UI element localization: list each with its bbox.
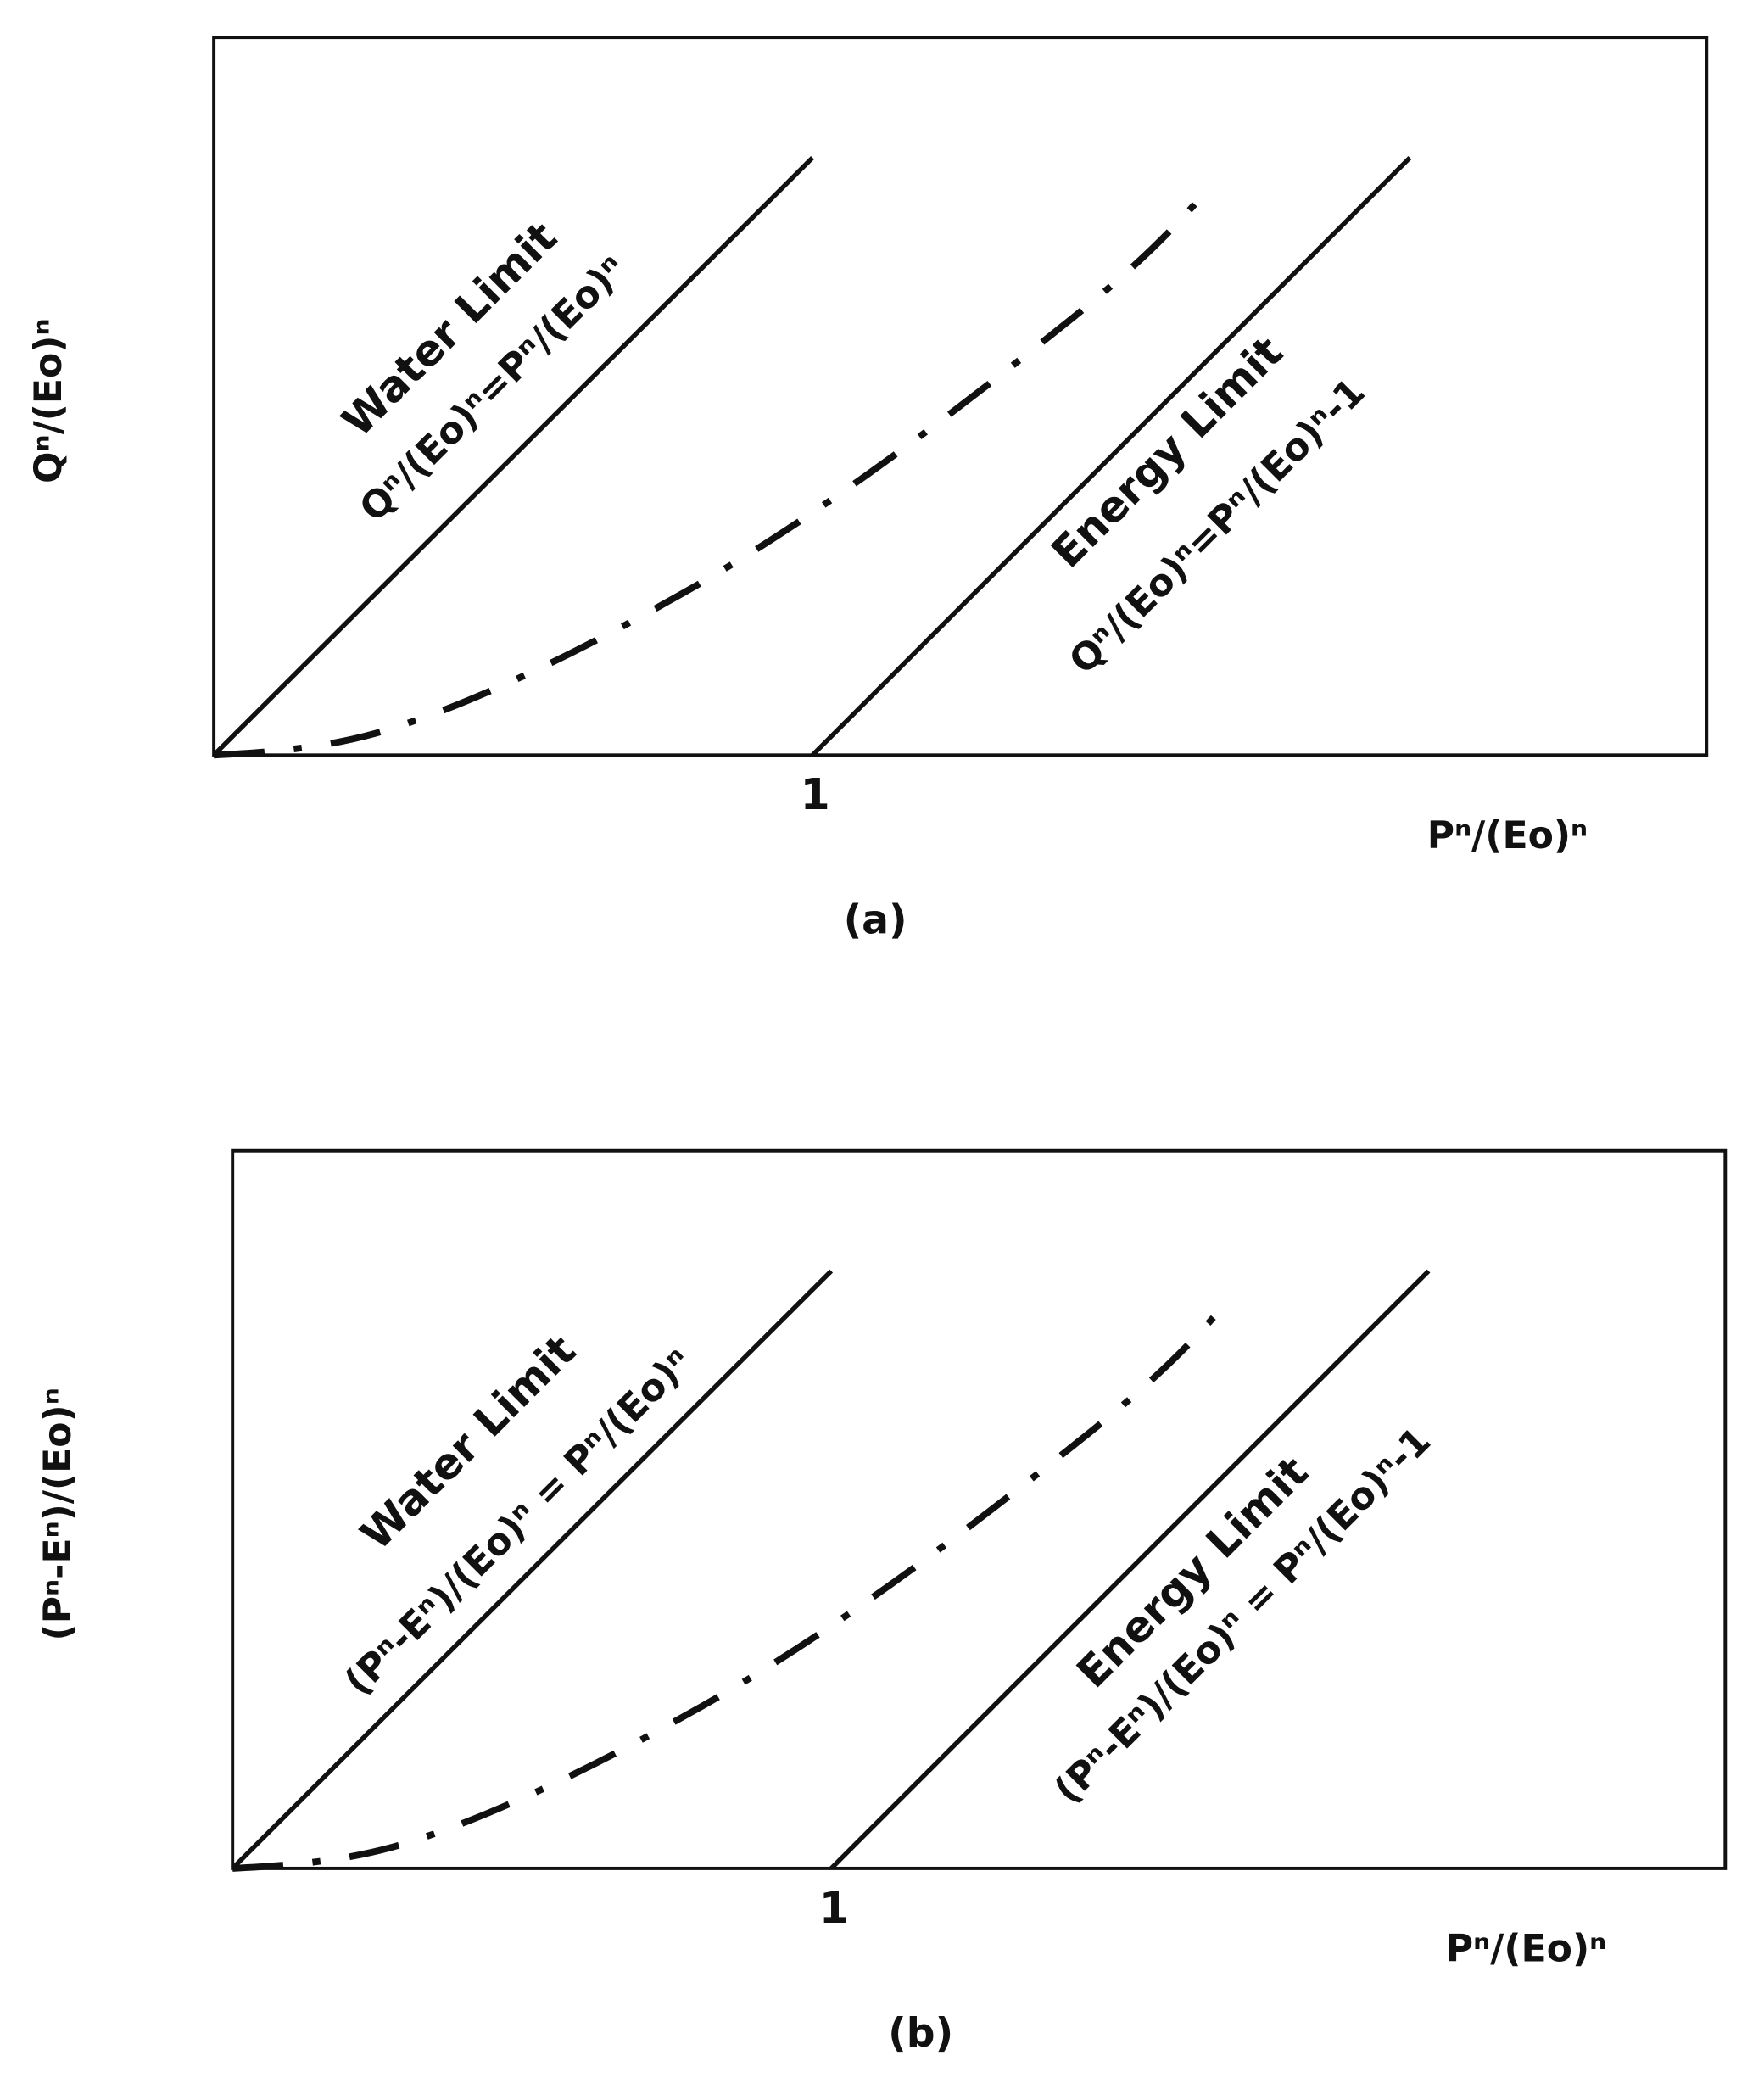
energy-limit-line	[829, 1269, 1431, 1870]
energy-limit-title: Energy Limit	[1041, 327, 1292, 578]
water-limit-line	[212, 155, 815, 757]
panel: 1 Pⁿ/(Eo)ⁿ (b) (Pⁿ-Eⁿ)/(Eo)ⁿ Water Limit (Pⁿ-…	[36, 1148, 1728, 2057]
y-axis-label: (Pⁿ-Eⁿ)/(Eo)ⁿ	[36, 1388, 80, 1640]
plot-frame	[212, 36, 1709, 757]
caption: (b)	[888, 2010, 953, 2057]
water-limit-line	[231, 1269, 834, 1870]
observed-curve	[213, 185, 1213, 759]
x-tick-label: 1	[819, 1883, 849, 1933]
x-axis-label: Pⁿ/(Eo)ⁿ	[1446, 1928, 1606, 1971]
panel: 1Pⁿ/(Eo)ⁿ(a)Qⁿ/(Eo)ⁿ Water LimitQⁿ/(Eo)ⁿ=…	[27, 36, 1709, 943]
plot-frame	[231, 1148, 1728, 1870]
x-tick-label: 1	[801, 769, 830, 819]
y-axis-label: Qⁿ/(Eo)ⁿ	[27, 318, 70, 483]
energy-limit-equation: (Pⁿ-Eⁿ)/(Eo)ⁿ = Pⁿ/(Eo)ⁿ-1	[1047, 1419, 1439, 1812]
energy-limit-line	[811, 155, 1412, 757]
x-axis-label: Pⁿ/(Eo)ⁿ	[1427, 814, 1588, 857]
observed-curve	[232, 1298, 1231, 1872]
water-limit-title: Water Limit	[351, 1325, 585, 1559]
caption: (a)	[844, 896, 907, 943]
